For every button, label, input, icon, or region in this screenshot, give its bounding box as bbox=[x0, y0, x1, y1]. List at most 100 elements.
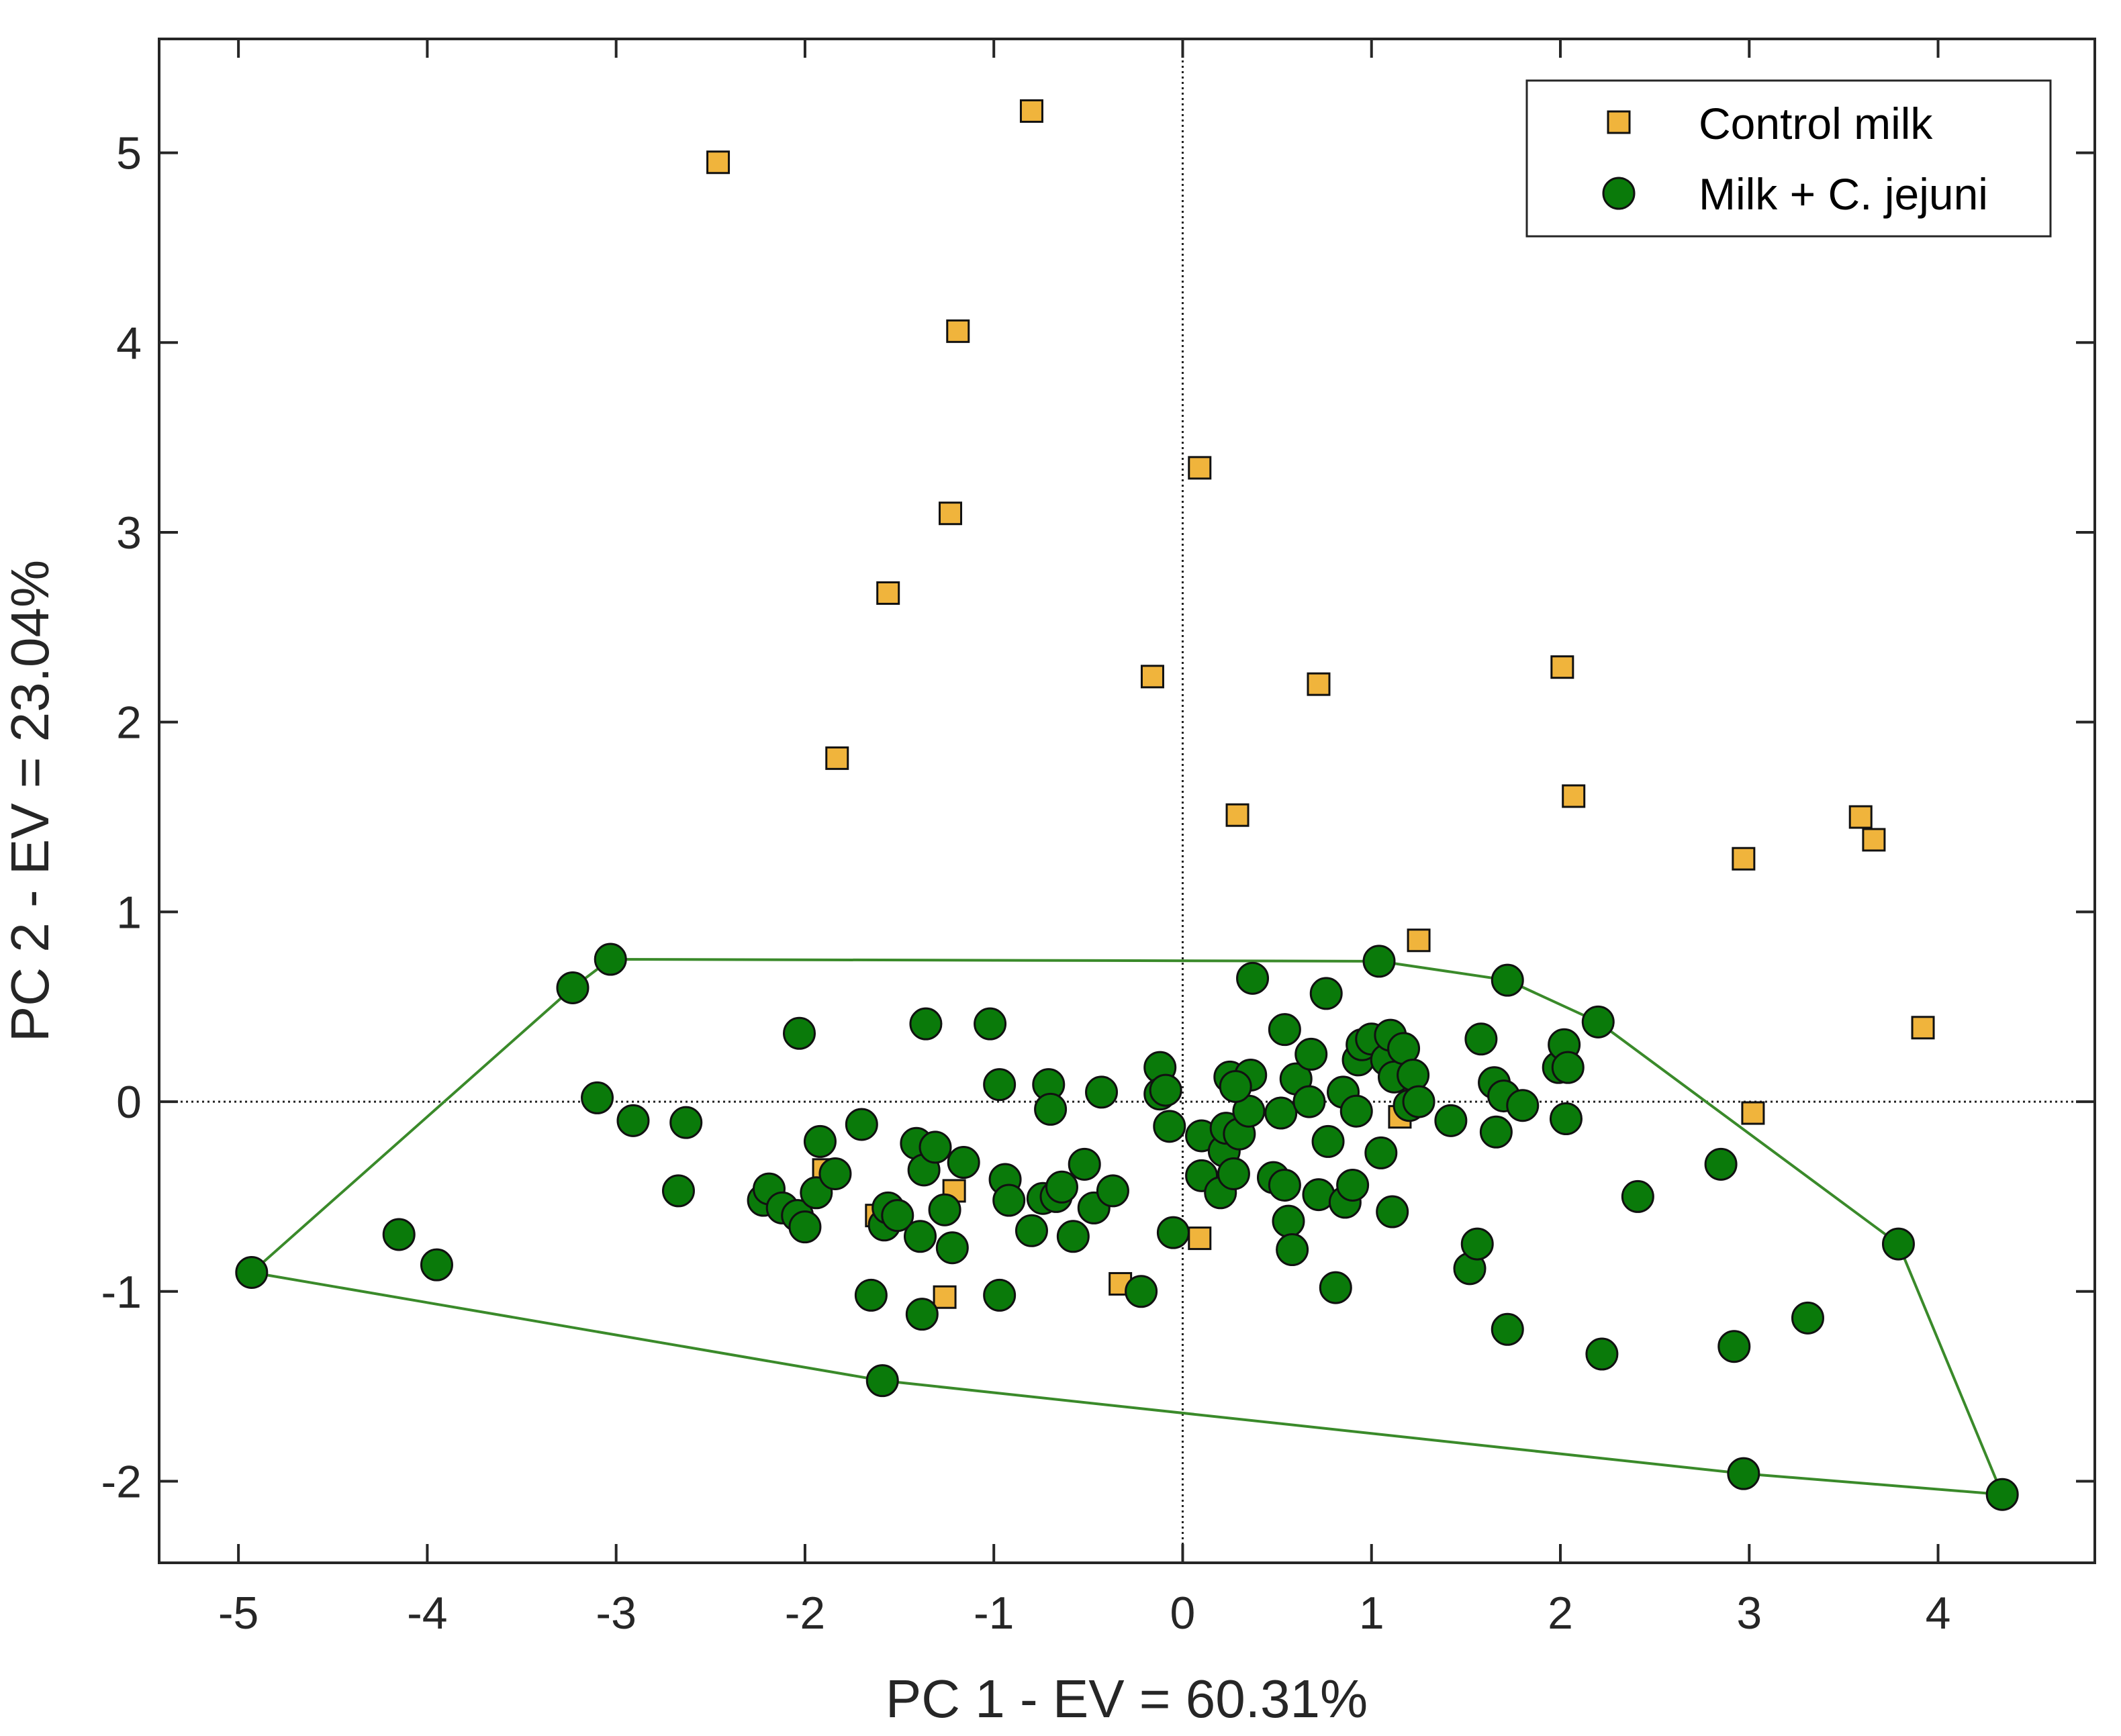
legend-label-control: Control milk bbox=[1699, 99, 1933, 148]
jejuni-point bbox=[1294, 1037, 1328, 1071]
jejuni-point bbox=[1621, 1179, 1654, 1213]
jejuni-point bbox=[1881, 1227, 1915, 1261]
jejuni-point bbox=[581, 1081, 614, 1114]
x-tick-label: -1 bbox=[974, 1588, 1014, 1639]
jejuni-point bbox=[1434, 1104, 1468, 1137]
y-tick-label: 5 bbox=[116, 128, 142, 179]
jejuni-point bbox=[1791, 1301, 1824, 1335]
jejuni-point bbox=[1339, 1094, 1373, 1128]
jejuni-point bbox=[1727, 1457, 1760, 1490]
jejuni-point bbox=[1704, 1147, 1738, 1181]
data-points-layer bbox=[235, 99, 2019, 1511]
jejuni-point bbox=[616, 1104, 650, 1137]
y-tick-label: 3 bbox=[116, 508, 142, 559]
jejuni-point bbox=[1276, 1233, 1309, 1267]
control-milk-point bbox=[1407, 928, 1431, 953]
x-tick-label: 3 bbox=[1736, 1588, 1762, 1639]
control-milk-point bbox=[1225, 803, 1250, 827]
jejuni-point bbox=[1581, 1005, 1615, 1039]
jejuni-point bbox=[1149, 1073, 1182, 1107]
jejuni-point bbox=[1236, 961, 1270, 995]
legend-box bbox=[1525, 79, 2052, 238]
jejuni-point bbox=[992, 1184, 1026, 1217]
jejuni-point bbox=[1364, 1136, 1398, 1169]
jejuni-point bbox=[1156, 1216, 1190, 1249]
jejuni-point bbox=[1376, 1195, 1409, 1228]
jejuni-point bbox=[1311, 1124, 1345, 1158]
jejuni-point bbox=[865, 1364, 899, 1398]
legend-circle-marker bbox=[1602, 177, 1636, 210]
control-milk-point bbox=[706, 150, 730, 175]
plot-area-background bbox=[159, 39, 2095, 1563]
jejuni-point bbox=[928, 1193, 961, 1226]
y-tick-label: 4 bbox=[116, 318, 142, 369]
control-milk-point bbox=[1741, 1101, 1765, 1125]
jejuni-point bbox=[1085, 1075, 1119, 1109]
jejuni-point bbox=[1045, 1170, 1078, 1204]
jejuni-point bbox=[1056, 1220, 1090, 1253]
jejuni-point bbox=[788, 1210, 822, 1244]
plot-frame bbox=[158, 38, 2096, 1564]
jejuni-point bbox=[1219, 1069, 1252, 1103]
x-tick-label: -5 bbox=[218, 1588, 258, 1639]
jejuni-point bbox=[918, 1130, 952, 1164]
jejuni-point bbox=[1336, 1168, 1370, 1202]
jejuni-point bbox=[947, 1146, 980, 1179]
jejuni-point bbox=[974, 1007, 1007, 1041]
jejuni-point bbox=[854, 1278, 888, 1312]
control-milk-point bbox=[1848, 805, 1873, 829]
jejuni-point bbox=[1309, 977, 1343, 1010]
axis-ticks-layer: -5 -4 -3 -2 -1 0 1 2 3 4 -2 -1 0 1 2 3 4 5 bbox=[101, 39, 2095, 1639]
x-tick-label: 0 bbox=[1170, 1588, 1196, 1639]
control-milk-point bbox=[1019, 99, 1043, 123]
y-tick-label: -2 bbox=[101, 1456, 142, 1507]
jejuni-point bbox=[1585, 1337, 1619, 1371]
jejuni-point bbox=[1034, 1092, 1068, 1126]
jejuni-point bbox=[782, 1016, 816, 1050]
control-milk-point bbox=[1862, 828, 1886, 852]
control-milk-point bbox=[1562, 784, 1586, 808]
y-tick-label: -1 bbox=[101, 1267, 142, 1318]
jejuni-point bbox=[1272, 1204, 1305, 1238]
y-tick-label: 0 bbox=[116, 1077, 142, 1128]
jejuni-point bbox=[1268, 1168, 1301, 1202]
jejuni-point bbox=[1068, 1147, 1101, 1181]
x-tick-label: 4 bbox=[1926, 1588, 1951, 1639]
jejuni-point bbox=[1319, 1271, 1352, 1304]
control-milk-point bbox=[825, 746, 849, 770]
jejuni-point bbox=[1268, 1013, 1301, 1047]
jejuni-point bbox=[1479, 1115, 1513, 1149]
control-milk-point bbox=[876, 581, 900, 605]
legend: Control milk Milk + C. jejuni bbox=[1525, 79, 2052, 238]
jejuni-point bbox=[420, 1248, 453, 1282]
x-tick-label: -3 bbox=[596, 1588, 636, 1639]
jejuni-point bbox=[1464, 1022, 1498, 1056]
jejuni-point bbox=[1362, 945, 1396, 978]
jejuni-point bbox=[905, 1298, 939, 1331]
jejuni-point bbox=[594, 943, 627, 976]
legend-label-jejuni: Milk + C. jejuni bbox=[1699, 169, 1988, 219]
x-tick-label: 1 bbox=[1359, 1588, 1384, 1639]
jejuni-point bbox=[818, 1157, 852, 1190]
jejuni-point bbox=[1506, 1089, 1540, 1122]
jejuni-point bbox=[1292, 1085, 1326, 1118]
jejuni-point bbox=[1125, 1275, 1158, 1308]
jejuni-point bbox=[382, 1218, 416, 1251]
jejuni-point bbox=[881, 1199, 914, 1233]
jejuni-point bbox=[983, 1068, 1017, 1102]
control-milk-point bbox=[1732, 847, 1756, 871]
y-axis-title: PC 2 - EV = 23.04% bbox=[0, 560, 60, 1042]
control-milk-point bbox=[933, 1285, 957, 1309]
series-milk-c-jejuni bbox=[235, 943, 2019, 1511]
jejuni-point bbox=[845, 1108, 878, 1141]
control-milk-point bbox=[1188, 456, 1212, 480]
control-milk-point bbox=[946, 319, 970, 343]
control-milk-point bbox=[939, 501, 963, 526]
jejuni-point bbox=[1491, 963, 1524, 997]
jejuni-point bbox=[1491, 1312, 1524, 1346]
jejuni-point bbox=[1985, 1478, 2019, 1511]
x-tick-label: -4 bbox=[407, 1588, 447, 1639]
jejuni-point bbox=[1015, 1214, 1048, 1247]
jejuni-point bbox=[1217, 1157, 1250, 1190]
